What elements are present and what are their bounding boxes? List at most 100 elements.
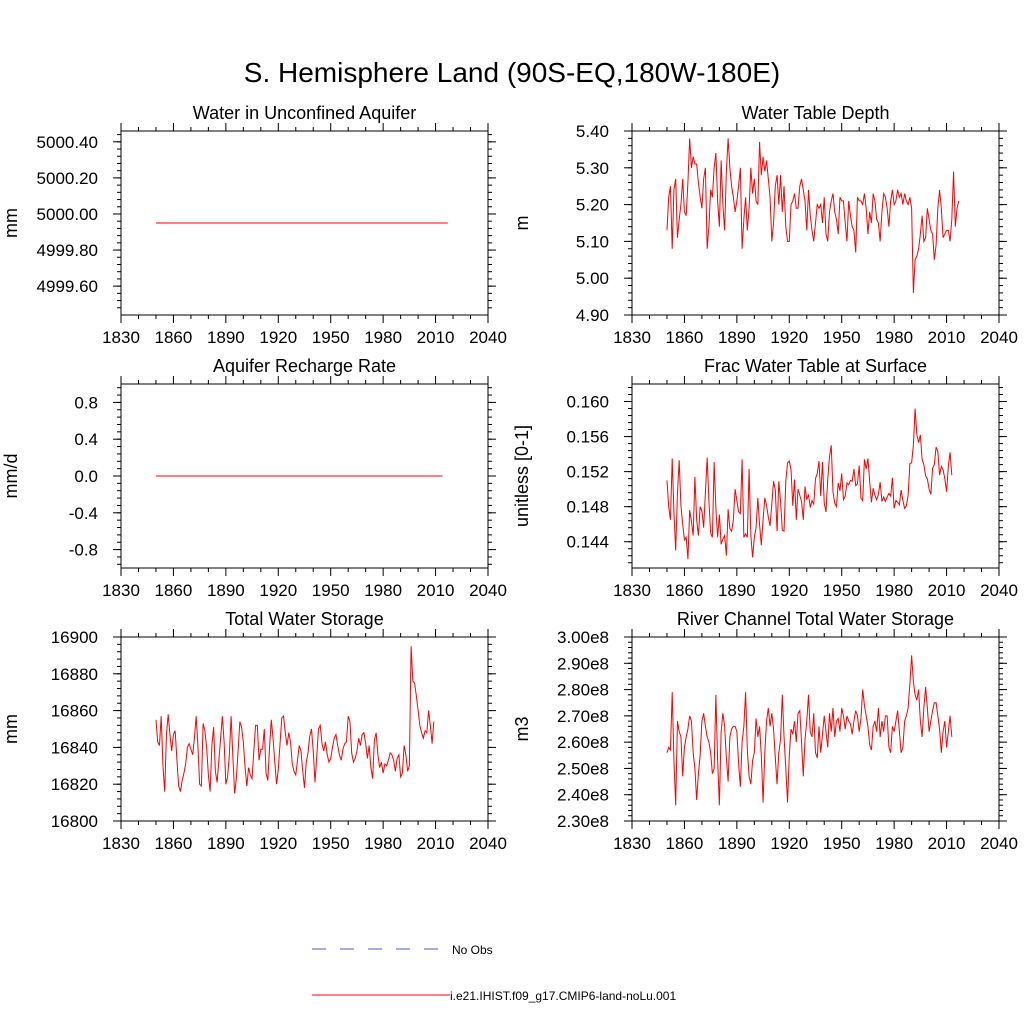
panel-title: Total Water Storage (225, 609, 383, 629)
chart-panels: Water in Unconfined Aquifer mm 1830 1860 189… (1, 103, 1018, 853)
x-tick-label: 1980 (364, 581, 402, 600)
x-tick-label: 1830 (613, 328, 651, 347)
legend: No Obs i.e21.IHIST.f09_g17.CMIP6-land-no… (312, 943, 676, 1003)
x-tick-label: 1950 (823, 834, 861, 853)
y-tick-label: 16800 (51, 812, 98, 831)
y-tick-label: 2.90e8 (557, 654, 609, 673)
x-tick-label: 1980 (875, 581, 913, 600)
x-tick-label: 1860 (666, 581, 704, 600)
panel-title: River Channel Total Water Storage (677, 609, 954, 629)
x-tick-label: 1980 (875, 328, 913, 347)
y-tick-label: 4999.60 (37, 277, 98, 296)
y-tick-label: -0.4 (69, 504, 98, 523)
y-tick-label: 16820 (51, 775, 98, 794)
x-tick-label: 1950 (823, 328, 861, 347)
y-tick-label: 0.4 (74, 430, 98, 449)
x-tick-label: 1980 (364, 328, 402, 347)
series-line-tws (155, 646, 435, 794)
x-tick-label: 1890 (207, 328, 245, 347)
y-axis-label: unitless [0-1] (512, 425, 532, 527)
x-tick-label: 1980 (364, 834, 402, 853)
x-tick-label: 1830 (102, 834, 140, 853)
plot-frame (120, 130, 489, 316)
panel-title: Water Table Depth (741, 103, 889, 123)
y-tick-label: 4999.80 (37, 241, 98, 260)
x-tick-label: 2010 (928, 328, 966, 347)
y-axis-label: m (512, 216, 532, 231)
y-tick-label: 5000.20 (37, 169, 98, 188)
x-tick-label: 2040 (469, 328, 507, 347)
y-tick-label: 5000.00 (37, 205, 98, 224)
y-tick-label: 5000.40 (37, 133, 98, 152)
y-tick-label: 2.40e8 (557, 786, 609, 805)
legend-obs-label: No Obs (452, 943, 493, 957)
y-tick-label: 2.30e8 (557, 812, 609, 831)
panel-aquifer: Water in Unconfined Aquifer mm 1830 1860 189… (1, 103, 507, 347)
x-tick-label: 2010 (417, 834, 455, 853)
x-tick-label: 1890 (207, 581, 245, 600)
series-line-wtd (666, 138, 960, 293)
x-tick-label: 1920 (259, 328, 297, 347)
x-tick-label: 1950 (312, 834, 350, 853)
x-tick-label: 1830 (613, 834, 651, 853)
x-tick-label: 2040 (980, 328, 1018, 347)
panel-river: River Channel Total Water Storage m3 1830 1… (512, 609, 1018, 853)
x-tick-label: 1890 (718, 328, 756, 347)
x-tick-label: 1860 (155, 581, 193, 600)
y-tick-label: 5.40 (576, 122, 609, 141)
panel-title: Water in Unconfined Aquifer (193, 103, 416, 123)
y-tick-label: 0.8 (74, 393, 98, 412)
page-title: S. Hemisphere Land (90S-EQ,180W-180E) (244, 57, 780, 88)
panel-title: Aquifer Recharge Rate (213, 356, 396, 376)
series-line-river (666, 655, 953, 806)
y-tick-label: 4.90 (576, 306, 609, 325)
y-tick-label: 2.70e8 (557, 707, 609, 726)
y-tick-label: 16900 (51, 628, 98, 647)
x-tick-label: 2010 (417, 581, 455, 600)
y-axis-label: mm (1, 714, 21, 744)
plot-frame (631, 130, 1000, 316)
x-tick-label: 1920 (259, 581, 297, 600)
x-tick-label: 1950 (312, 581, 350, 600)
panel-wtd: Water Table Depth m 1830 1860 1890 1920 1950 19… (512, 103, 1018, 347)
x-tick-label: 1950 (823, 581, 861, 600)
x-tick-label: 1890 (718, 834, 756, 853)
panel-title: Frac Water Table at Surface (704, 356, 927, 376)
y-tick-label: 5.00 (576, 269, 609, 288)
x-tick-label: 2040 (980, 834, 1018, 853)
panel-recharge: Aquifer Recharge Rate mm/d 1830 1860 1890 192… (1, 356, 507, 600)
y-tick-label: 5.10 (576, 232, 609, 251)
x-tick-label: 1830 (102, 581, 140, 600)
x-tick-label: 1920 (770, 834, 808, 853)
x-tick-label: 2040 (469, 834, 507, 853)
x-tick-label: 2040 (980, 581, 1018, 600)
x-tick-label: 1950 (312, 328, 350, 347)
y-axis-label: mm (1, 208, 21, 238)
y-tick-label: 0.152 (566, 463, 609, 482)
y-tick-label: 2.80e8 (557, 681, 609, 700)
y-tick-label: 16840 (51, 738, 98, 757)
y-tick-label: 0.0 (74, 467, 98, 486)
y-tick-label: 2.60e8 (557, 733, 609, 752)
x-tick-label: 1980 (875, 834, 913, 853)
y-axis-label: mm/d (1, 454, 21, 499)
x-tick-label: 1890 (207, 834, 245, 853)
panel-tws: Total Water Storage mm 1830 1860 1890 1920 195… (1, 609, 507, 853)
x-tick-label: 1830 (613, 581, 651, 600)
x-tick-label: 1860 (155, 328, 193, 347)
plot-frame (631, 636, 1000, 822)
legend-model-label: i.e21.IHIST.f09_g17.CMIP6-land-noLu.001 (450, 989, 676, 1003)
y-tick-label: -0.8 (69, 541, 98, 560)
y-tick-label: 0.144 (566, 533, 609, 552)
y-tick-label: 5.20 (576, 196, 609, 215)
plot-frame (120, 636, 489, 822)
y-tick-label: 16880 (51, 665, 98, 684)
x-tick-label: 1920 (770, 581, 808, 600)
panel-fwt: Frac Water Table at Surface unitless [0-1… (512, 356, 1018, 600)
y-tick-label: 2.50e8 (557, 759, 609, 778)
plot-frame (631, 383, 1000, 569)
x-tick-label: 1920 (259, 834, 297, 853)
x-tick-label: 2010 (928, 581, 966, 600)
y-tick-label: 0.156 (566, 428, 609, 447)
